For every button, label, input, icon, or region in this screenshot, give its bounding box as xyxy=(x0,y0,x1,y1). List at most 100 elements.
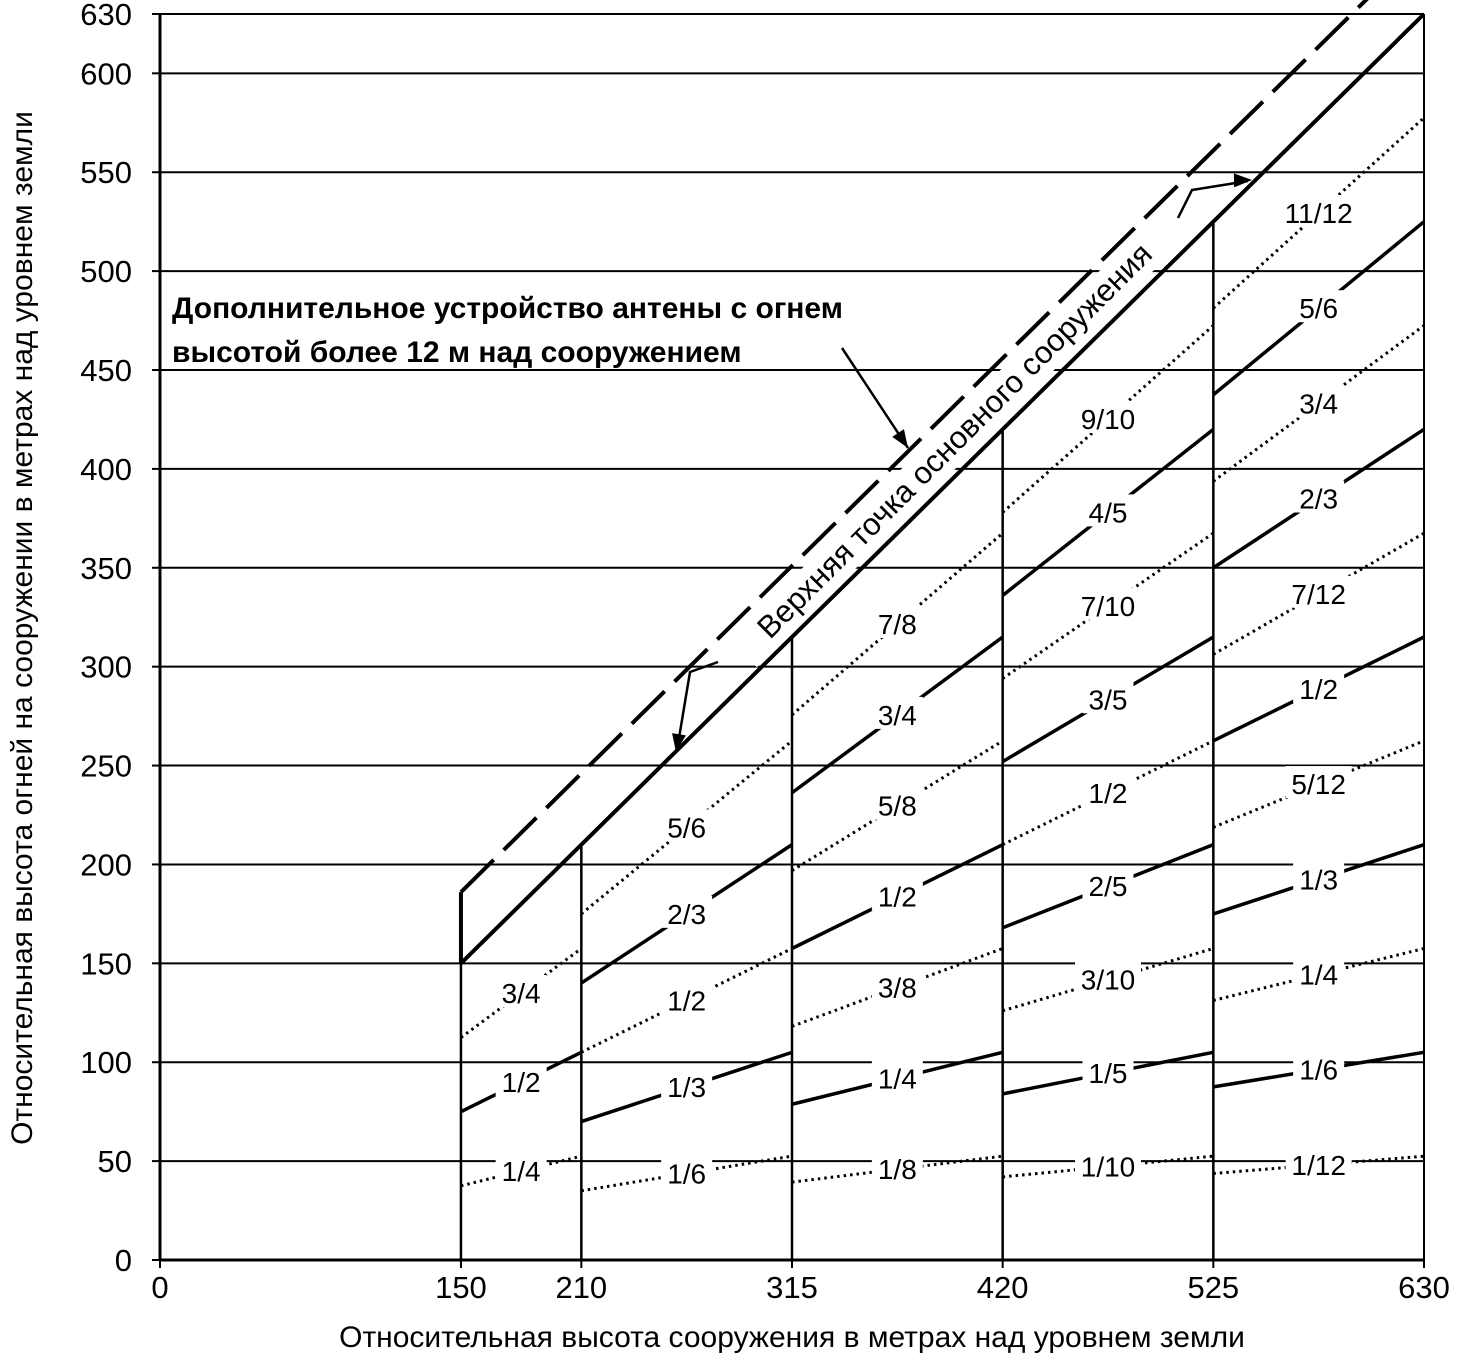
y-tick-label: 550 xyxy=(80,155,132,190)
fraction-line xyxy=(791,532,1004,717)
fraction-label: 3/4 xyxy=(502,978,541,1009)
y-tick-label: 630 xyxy=(80,0,132,32)
y-tick-label: 600 xyxy=(80,56,132,91)
x-tick-label: 525 xyxy=(1187,1270,1239,1305)
y-tick-label: 450 xyxy=(80,353,132,388)
top-point-line xyxy=(459,12,1424,965)
fraction-label: 3/4 xyxy=(1299,388,1338,419)
x-tick-label: 210 xyxy=(555,1270,607,1305)
fraction-label-bg xyxy=(1293,385,1345,418)
fraction-label: 1/5 xyxy=(1089,1058,1128,1089)
fraction-label: 3/8 xyxy=(878,972,917,1003)
fraction-labels: 1/4 1/2 3/4 1/6 1/3 1/2 2/3 5/6 1/8 1/4 3/8 1/2 5/8 3… xyxy=(495,194,1360,1189)
fraction-label-bg xyxy=(871,1060,923,1093)
y-tick-label: 150 xyxy=(80,946,132,981)
fraction-label: 1/3 xyxy=(1299,864,1338,895)
antenna-note-arrow xyxy=(840,347,910,449)
y-tick-label: 400 xyxy=(80,452,132,487)
fraction-line xyxy=(1212,739,1425,829)
fraction-label-bg xyxy=(871,969,923,1002)
antenna-note-arrowhead xyxy=(892,429,908,448)
fraction-label-bg xyxy=(661,895,713,928)
fraction-label: 5/6 xyxy=(1299,293,1338,324)
fraction-label: 1/4 xyxy=(502,1156,541,1187)
fraction-label: 1/6 xyxy=(667,1158,706,1189)
fraction-label-bg xyxy=(1082,868,1134,901)
fraction-label: 1/3 xyxy=(667,1072,706,1103)
fraction-label: 5/12 xyxy=(1291,769,1346,800)
fraction-label: 7/10 xyxy=(1081,591,1136,622)
y-tick-label: 350 xyxy=(80,551,132,586)
fraction-label: 11/12 xyxy=(1285,198,1353,229)
segment-boundaries xyxy=(459,221,1215,1260)
fraction-label: 5/8 xyxy=(878,791,917,822)
fraction-label-bg xyxy=(1075,1148,1141,1181)
fraction-line xyxy=(460,947,583,1039)
fraction-label-bg xyxy=(1075,961,1141,994)
fraction-label: 7/12 xyxy=(1291,579,1346,610)
fraction-label-bg xyxy=(1293,861,1345,894)
top-point-arrow-lower xyxy=(676,660,719,745)
fraction-label-bg xyxy=(1293,480,1345,513)
top-point-arrowhead-lower xyxy=(672,733,686,752)
fraction-label: 1/2 xyxy=(667,985,706,1016)
main-lines xyxy=(458,0,1424,965)
x-axis-label: Относительная высота сооружения в метрах… xyxy=(339,1321,1245,1354)
antenna-note-line1: Дополнительное устройство антены с огнем xyxy=(172,292,843,325)
fraction-label-bg xyxy=(871,606,923,639)
fraction-label-bg xyxy=(1285,575,1352,608)
y-tick-label: 0 xyxy=(115,1243,132,1278)
fraction-label-bg xyxy=(661,982,713,1015)
fraction-label: 5/6 xyxy=(667,812,706,843)
fraction-lines xyxy=(460,116,1426,1193)
fraction-label: 1/2 xyxy=(1089,778,1128,809)
fraction-line xyxy=(1212,116,1426,310)
y-tick-label: 300 xyxy=(80,650,132,685)
fraction-label-bg xyxy=(871,878,923,911)
fraction-label-bg xyxy=(871,1151,923,1184)
x-tick-label: 150 xyxy=(435,1270,487,1305)
fraction-label-bg xyxy=(871,696,923,729)
fraction-label: 9/10 xyxy=(1081,404,1136,435)
x-tick-label: 630 xyxy=(1398,1270,1450,1305)
fraction-label-bg xyxy=(1075,400,1141,433)
fraction-line xyxy=(1002,947,1214,1013)
fraction-label: 1/4 xyxy=(878,1063,917,1094)
fraction-label-bg xyxy=(1082,774,1134,807)
fraction-label-bg xyxy=(1285,766,1352,799)
fraction-label: 4/5 xyxy=(1089,497,1128,528)
fraction-label-bg xyxy=(1293,1051,1345,1084)
fraction-label-bg xyxy=(495,1064,547,1096)
fraction-label: 3/5 xyxy=(1089,684,1128,715)
fraction-label: 1/8 xyxy=(878,1154,917,1185)
y-tick-label: 200 xyxy=(80,847,132,882)
fraction-label: 3/10 xyxy=(1081,965,1136,996)
fraction-label-bg xyxy=(1082,681,1134,714)
y-tick-label: 50 xyxy=(98,1144,132,1179)
y-tick-label: 500 xyxy=(80,254,132,289)
annotation-arrows xyxy=(672,173,1252,752)
fraction-label: 1/6 xyxy=(1299,1055,1338,1086)
fraction-label-bg xyxy=(661,1068,713,1101)
fraction-label: 1/2 xyxy=(1299,674,1338,705)
x-tick-label: 0 xyxy=(151,1270,168,1305)
fraction-label-bg xyxy=(1082,494,1134,527)
fraction-label: 3/4 xyxy=(878,700,917,731)
y-axis-label: Относительная высота огней на сооружении… xyxy=(6,111,39,1145)
antenna-line xyxy=(459,0,1369,894)
y-tick-label: 250 xyxy=(80,749,132,784)
fraction-label-bg xyxy=(661,809,713,842)
fraction-label-bg xyxy=(495,975,547,1007)
fraction-label-bg xyxy=(661,1155,713,1188)
top-point-arrow-upper xyxy=(1176,179,1249,219)
fraction-label-bg xyxy=(871,787,923,820)
x-tick-label: 315 xyxy=(766,1270,818,1305)
fraction-label: 1/10 xyxy=(1081,1152,1136,1183)
y-tick-label: 100 xyxy=(80,1045,132,1080)
fraction-label: 2/3 xyxy=(1299,484,1338,515)
fraction-label-bg xyxy=(1285,1146,1352,1179)
fraction-line xyxy=(581,1154,793,1193)
fraction-label: 1/2 xyxy=(502,1067,541,1098)
fraction-label-bg xyxy=(495,1153,547,1185)
